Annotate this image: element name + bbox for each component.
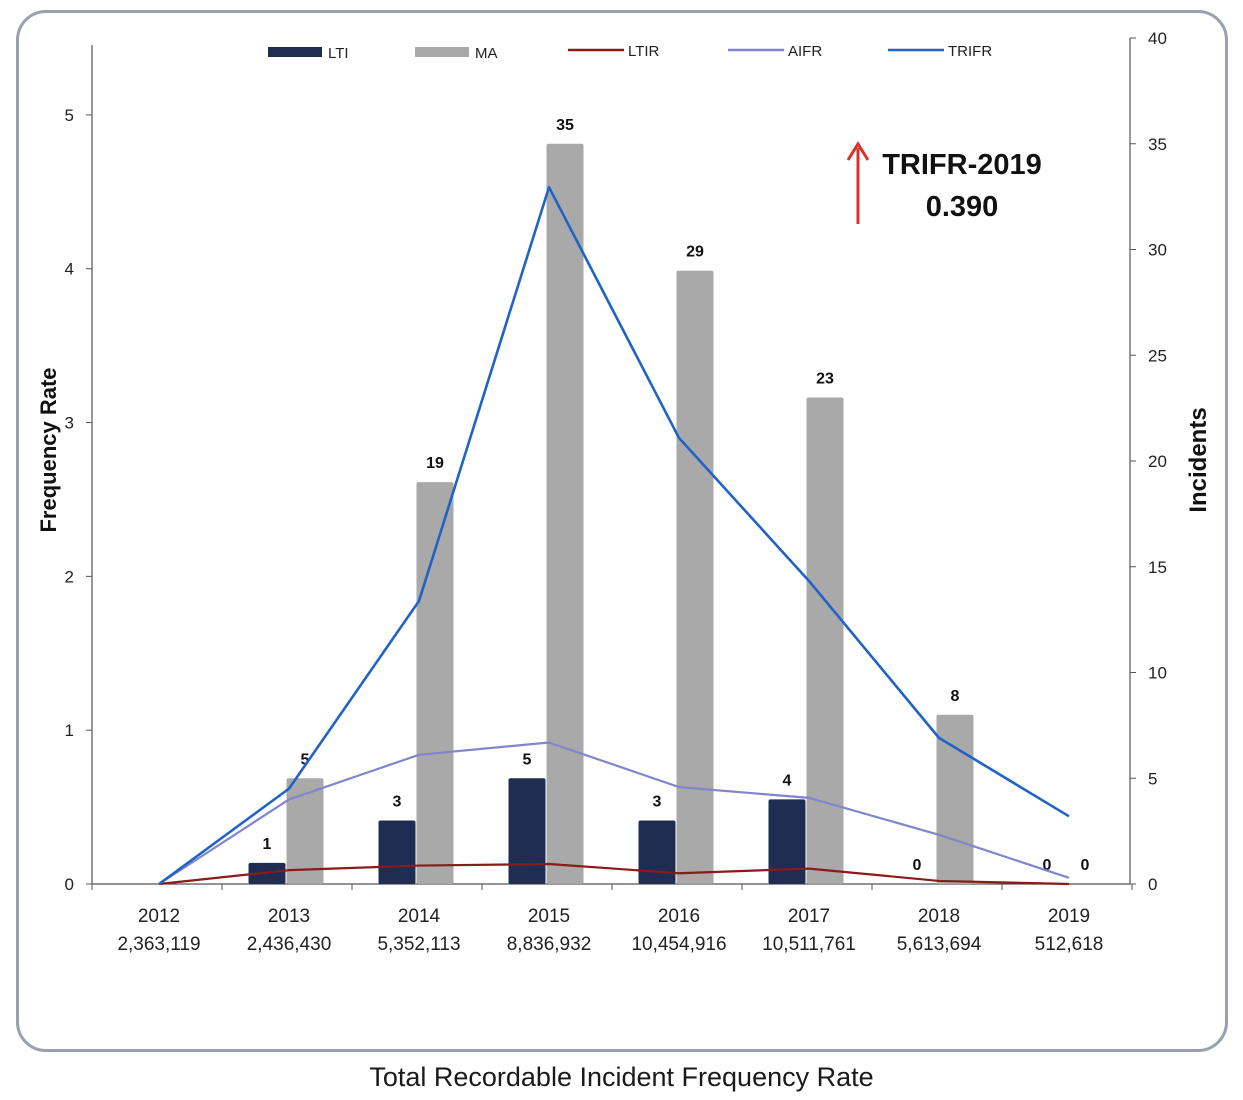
x-tick-sublabel: 8,836,932 xyxy=(507,934,592,955)
x-tick-sublabel: 2,436,430 xyxy=(247,934,332,955)
bar-ma xyxy=(676,270,714,884)
bar-lti xyxy=(508,778,546,884)
data-label-ma: 29 xyxy=(686,244,704,261)
x-tick-label: 2019 xyxy=(1048,906,1090,927)
right-tick-label: 5 xyxy=(1148,769,1157,788)
x-tick-sublabel: 2,363,119 xyxy=(117,934,200,955)
data-label-lti: 0 xyxy=(913,857,922,874)
left-axis-title: Frequency Rate xyxy=(36,367,61,532)
data-label-lti: 3 xyxy=(393,794,402,811)
right-tick-label: 0 xyxy=(1148,875,1157,894)
legend-label-aifr: AIFR xyxy=(788,43,822,60)
x-tick-label: 2017 xyxy=(788,906,830,927)
chart-svg: 012345051015202530354020122,363,11920132… xyxy=(36,29,1212,955)
data-label-lti: 4 xyxy=(783,772,792,789)
x-tick-sublabel: 10,511,761 xyxy=(762,934,856,955)
x-tick-label: 2013 xyxy=(268,906,310,927)
left-tick-label: 1 xyxy=(65,721,74,740)
x-tick-sublabel: 5,613,694 xyxy=(897,934,982,955)
bar-lti xyxy=(378,820,416,884)
x-tick-label: 2016 xyxy=(658,906,700,927)
line-trifr xyxy=(158,185,1070,886)
annotation-arrow-head xyxy=(846,141,870,161)
x-tick-sublabel: 5,352,113 xyxy=(377,934,460,955)
data-label-ma: 8 xyxy=(951,688,960,705)
legend-swatch-ma xyxy=(415,47,469,57)
data-label-ma: 23 xyxy=(816,371,834,388)
right-tick-label: 10 xyxy=(1148,664,1167,683)
bar-lti xyxy=(638,820,676,884)
bar-ma xyxy=(286,778,324,884)
x-tick-label: 2015 xyxy=(528,906,570,927)
data-label-ma: 5 xyxy=(301,751,310,768)
x-tick-sublabel: 512,618 xyxy=(1035,934,1104,955)
bar-ma xyxy=(416,482,454,884)
left-tick-label: 2 xyxy=(65,567,74,586)
right-tick-label: 30 xyxy=(1148,241,1167,260)
legend-label-trifr: TRIFR xyxy=(948,43,992,60)
line-ltir xyxy=(158,862,1070,886)
right-tick-label: 20 xyxy=(1148,452,1167,471)
left-tick-label: 4 xyxy=(65,260,74,279)
left-tick-label: 3 xyxy=(65,414,74,433)
bar-ma xyxy=(806,397,844,884)
bar-ma xyxy=(936,714,974,884)
data-label-ma: 19 xyxy=(426,455,444,472)
legend-label-ma: MA xyxy=(475,45,498,62)
bar-ma xyxy=(546,143,584,884)
annotation-value: 0.390 xyxy=(926,191,999,223)
left-tick-label: 0 xyxy=(65,875,74,894)
data-label-lti: 3 xyxy=(653,794,662,811)
right-tick-label: 15 xyxy=(1148,558,1167,577)
data-label-ma: 35 xyxy=(556,117,574,134)
x-tick-label: 2014 xyxy=(398,906,441,927)
x-tick-label: 2012 xyxy=(138,906,180,927)
legend-label-lti: LTI xyxy=(328,45,349,62)
x-tick-sublabel: 10,454,916 xyxy=(631,934,726,955)
annotation-title: TRIFR-2019 xyxy=(882,149,1042,181)
line-aifr xyxy=(158,741,1070,885)
right-tick-label: 40 xyxy=(1148,29,1167,48)
data-label-lti: 0 xyxy=(1043,857,1052,874)
legend-label-ltir: LTIR xyxy=(628,43,660,60)
legend-swatch-lti xyxy=(268,47,322,57)
right-axis-title: Incidents xyxy=(1185,407,1212,512)
right-tick-label: 35 xyxy=(1148,135,1167,154)
data-label-lti: 5 xyxy=(523,751,532,768)
right-tick-label: 25 xyxy=(1148,346,1167,365)
x-tick-label: 2018 xyxy=(918,906,960,927)
left-tick-label: 5 xyxy=(65,106,74,125)
data-label-ma: 0 xyxy=(1081,857,1090,874)
chart-caption: Total Recordable Incident Frequency Rate xyxy=(369,1062,874,1092)
bar-lti xyxy=(768,799,806,884)
data-label-lti: 1 xyxy=(263,836,272,853)
